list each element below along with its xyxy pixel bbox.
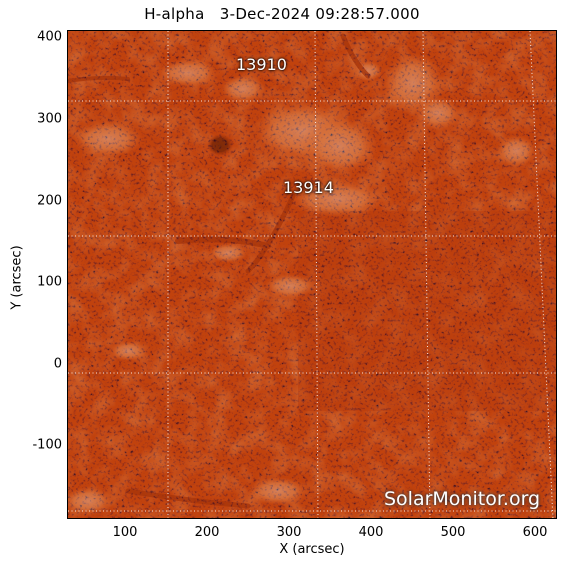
x-tick-label: 200 (194, 525, 220, 540)
y-tick-label: 400 (37, 29, 62, 45)
y-tick-label: 100 (37, 274, 62, 290)
region-label-13910: 13910 (236, 55, 287, 74)
x-tick-label: 400 (358, 525, 384, 540)
y-tick-label: 200 (37, 193, 62, 209)
coordinate-grid (68, 31, 556, 518)
x-tick-label: 500 (440, 525, 466, 540)
region-label-13914: 13914 (283, 178, 334, 197)
solar-image (68, 31, 556, 518)
y-axis-label: Y (arcsec) (9, 245, 25, 310)
x-tick-label: 300 (276, 525, 302, 540)
solar-image-plot (67, 30, 557, 519)
image-title: H-alpha 3-Dec-2024 09:28:57.000 (144, 5, 420, 23)
x-tick-label: 600 (522, 525, 548, 540)
granular-texture (68, 31, 556, 518)
y-tick-label: -100 (32, 437, 62, 453)
y-tick-label: 300 (37, 111, 62, 127)
x-tick-label: 100 (112, 525, 138, 540)
watermark-logo: SolarMonitor.org (384, 488, 541, 510)
x-axis-label: X (arcsec) (279, 542, 345, 557)
y-tick-label: 0 (53, 356, 62, 372)
